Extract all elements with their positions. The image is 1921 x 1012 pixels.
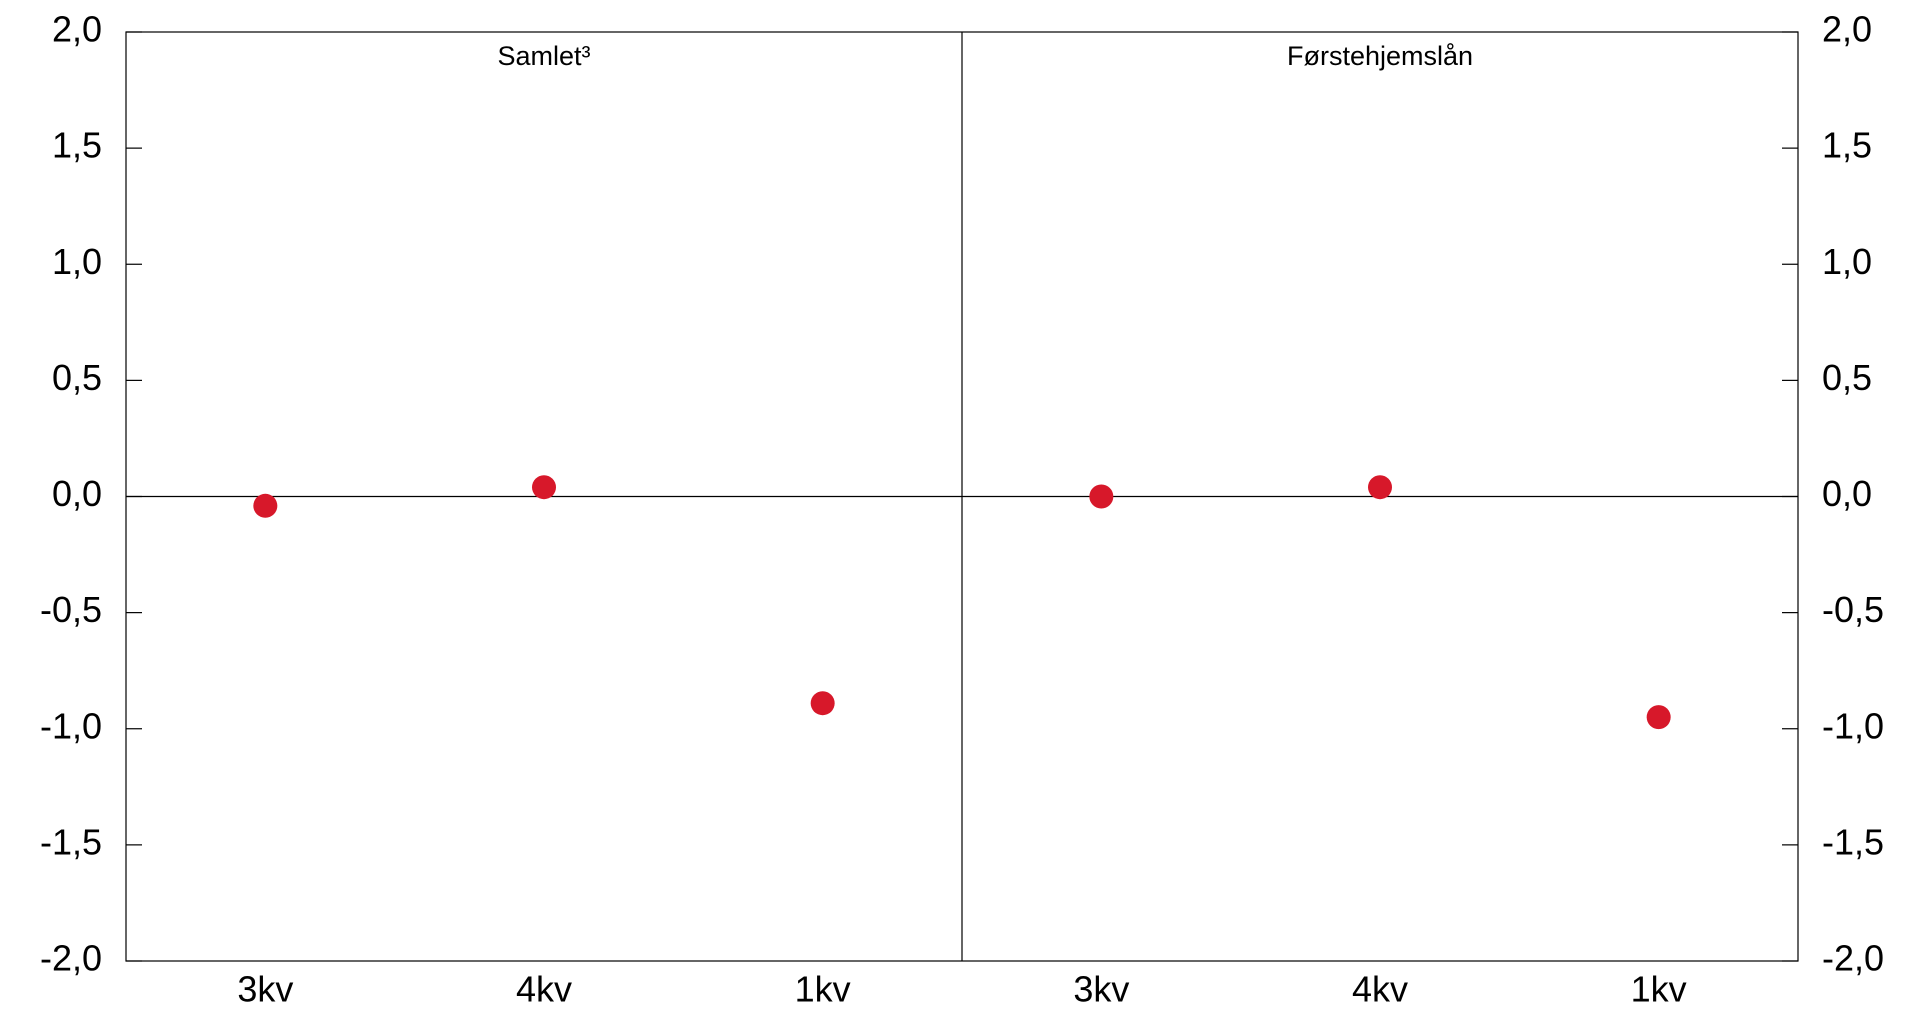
y-tick-label: 1,0 — [52, 241, 102, 282]
y-tick-label: -0,5 — [40, 589, 102, 630]
y2-tick-label: -2,0 — [1822, 938, 1884, 979]
y2-tick-label: 2,0 — [1822, 9, 1872, 50]
y2-tick-label: 1,0 — [1822, 241, 1872, 282]
y2-tick-label: -1,5 — [1822, 821, 1884, 862]
y2-tick-label: 1,5 — [1822, 125, 1872, 166]
y-tick-label: 1,5 — [52, 125, 102, 166]
dot — [1646, 705, 1671, 730]
y-tick-label: -1,5 — [40, 821, 102, 862]
y2-tick-label: -0,5 — [1822, 589, 1884, 630]
y2-tick-label: 0,0 — [1822, 473, 1872, 514]
dot — [532, 475, 556, 500]
dot — [1089, 484, 1114, 509]
x-tick-label: 3kv — [237, 969, 293, 1010]
x-tick-label: 1kv — [795, 969, 851, 1010]
y2-tick-label: 0,5 — [1822, 357, 1872, 398]
y-tick-label: -1,0 — [40, 705, 102, 746]
x-tick-label: 3kv — [1073, 969, 1129, 1010]
y-tick-label: 0,0 — [52, 473, 102, 514]
y-tick-label: 2,0 — [52, 9, 102, 50]
dot — [1368, 475, 1392, 500]
panel-title: Samlet³ — [497, 41, 590, 71]
y2-tick-label: -1,0 — [1822, 705, 1884, 746]
x-tick-label: 4kv — [1352, 969, 1408, 1010]
dot — [810, 691, 835, 716]
panel-title: Førstehjemslån — [1287, 41, 1473, 71]
x-tick-label: 4kv — [516, 969, 572, 1010]
y-tick-label: -2,0 — [40, 938, 102, 979]
x-tick-label: 1kv — [1631, 969, 1687, 1010]
y-tick-label: 0,5 — [52, 357, 102, 398]
dot — [253, 493, 278, 518]
